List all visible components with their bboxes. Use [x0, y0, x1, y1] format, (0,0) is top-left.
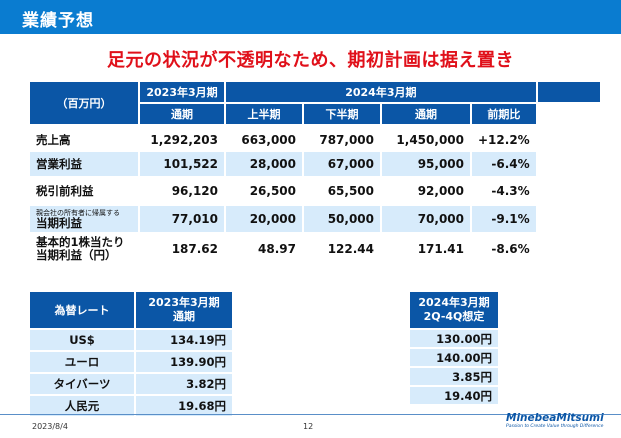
fx-row: 人民元 19.68円 — [30, 396, 232, 416]
fx-header-fy2024-line1: 2024年3月期 — [418, 296, 490, 309]
company-logo: MinebeaMitsumi Passion to Create Value t… — [506, 412, 606, 429]
value-yoy: +12.2% — [478, 133, 530, 147]
row-label-main: 当期利益（円） — [36, 248, 117, 262]
fx-rate-table: 為替レート 2023年3月期 通期 US$ 134.19円 ユーロ 139.90… — [28, 290, 234, 418]
fy2024-full-year-header: 通期 — [382, 104, 470, 124]
value-h2: 65,500 — [327, 184, 374, 198]
table-row: 親会社の所有者に帰属する 当期利益 77,010 20,000 50,000 7… — [30, 206, 600, 232]
value-h1: 28,000 — [226, 152, 302, 176]
value-fy2023: 77,010 — [140, 206, 224, 232]
row-label: 基本的1株当たり 当期利益（円） — [30, 234, 138, 264]
logo-tagline: Passion to Create Value through Differen… — [506, 424, 604, 429]
value-yoy: -9.1% — [472, 206, 536, 232]
table-row: 売上高 1,292,203 663,000 787,000 1,450,000 … — [30, 130, 600, 150]
row-label: 営業利益 — [30, 152, 138, 176]
value-yoy: -8.6% — [491, 242, 530, 256]
fx-value-fy2023: 19.68円 — [136, 396, 232, 416]
row-label-line1: 基本的1株当たり — [36, 235, 125, 249]
value-h2: 50,000 — [304, 206, 380, 232]
slide-title: 業績予想 — [0, 0, 621, 34]
spacer — [30, 126, 600, 128]
fx-row: ユーロ 139.90円 — [30, 352, 232, 372]
row-label: 税引前利益 — [36, 184, 94, 198]
fx-rate-table-fy2024: 2024年3月期 2Q-4Q想定 130.00円 140.00円 3.85円 1… — [408, 290, 500, 406]
fx-value-fy2024: 140.00円 — [410, 349, 498, 366]
value-fy2024: 1,450,000 — [396, 133, 464, 147]
value-h1: 20,000 — [226, 206, 302, 232]
fx-value-fy2023: 3.82円 — [136, 374, 232, 394]
yoy-header: 前期比 — [472, 104, 536, 124]
row-label: 親会社の所有者に帰属する 当期利益 — [30, 206, 138, 232]
table-row: 営業利益 101,522 28,000 67,000 95,000 -6.4% — [30, 152, 600, 176]
currency-label: 人民元 — [30, 396, 134, 416]
value-fy2024: 92,000 — [417, 184, 464, 198]
fx-header-fy2024: 2024年3月期 2Q-4Q想定 — [410, 292, 498, 328]
table-row: 基本的1株当たり 当期利益（円） 187.62 48.97 122.44 171… — [30, 234, 600, 264]
fx-header-fy2023-line2: 通期 — [173, 310, 195, 323]
fx-value-fy2024: 19.40円 — [410, 387, 498, 404]
value-fy2023: 187.62 — [171, 242, 218, 256]
fy2023-full-year-header: 通期 — [140, 104, 224, 124]
value-h2: 67,000 — [304, 152, 380, 176]
fx-header-fy2023: 2023年3月期 通期 — [136, 292, 232, 328]
fx-value-fy2023: 134.19円 — [136, 330, 232, 350]
forecast-table: （百万円） 2023年3月期 2024年3月期 通期 上半期 下半期 通期 前期… — [28, 80, 602, 266]
row-label-small: 親会社の所有者に帰属する — [36, 209, 120, 217]
unit-header: （百万円） — [30, 82, 138, 124]
currency-label: ユーロ — [30, 352, 134, 372]
fx-header-fy2024-line2: 2Q-4Q想定 — [423, 310, 485, 323]
first-half-header: 上半期 — [226, 104, 302, 124]
fx-row: タイバーツ 3.82円 — [30, 374, 232, 394]
value-fy2023: 101,522 — [140, 152, 224, 176]
fx-value-fy2024: 130.00円 — [410, 330, 498, 347]
value-yoy: -4.3% — [491, 184, 530, 198]
value-fy2023: 1,292,203 — [150, 133, 218, 147]
value-fy2023: 96,120 — [171, 184, 218, 198]
footer-date: 2023/8/4 — [32, 422, 68, 431]
value-fy2024: 95,000 — [382, 152, 470, 176]
fy2023-header: 2023年3月期 — [140, 82, 224, 102]
fx-value-fy2024: 3.85円 — [410, 368, 498, 385]
value-h1: 663,000 — [241, 133, 296, 147]
currency-label: タイバーツ — [30, 374, 134, 394]
row-label: 売上高 — [36, 133, 71, 147]
slide-subtitle: 足元の状況が不透明なため、期初計画は据え置き — [107, 50, 514, 71]
second-half-header: 下半期 — [304, 104, 380, 124]
value-yoy: -6.4% — [472, 152, 536, 176]
currency-label: US$ — [30, 330, 134, 350]
value-h2: 122.44 — [327, 242, 374, 256]
page-number: 12 — [303, 422, 314, 431]
row-label-main: 当期利益 — [36, 216, 82, 230]
footer-divider — [0, 414, 621, 415]
fx-header-label: 為替レート — [30, 292, 134, 328]
value-h1: 48.97 — [258, 242, 296, 256]
value-h1: 26,500 — [249, 184, 296, 198]
value-fy2024: 171.41 — [417, 242, 464, 256]
value-h2: 787,000 — [319, 133, 374, 147]
yoy-header-top — [537, 82, 600, 102]
fx-header-fy2023-line1: 2023年3月期 — [148, 296, 220, 309]
fy2024-header: 2024年3月期 — [226, 82, 536, 102]
value-fy2024: 70,000 — [382, 206, 470, 232]
fx-row: US$ 134.19円 — [30, 330, 232, 350]
table-row: 税引前利益 96,120 26,500 65,500 92,000 -4.3% — [30, 178, 600, 204]
logo-wordmark: MinebeaMitsumi — [506, 412, 604, 424]
fx-value-fy2023: 139.90円 — [136, 352, 232, 372]
